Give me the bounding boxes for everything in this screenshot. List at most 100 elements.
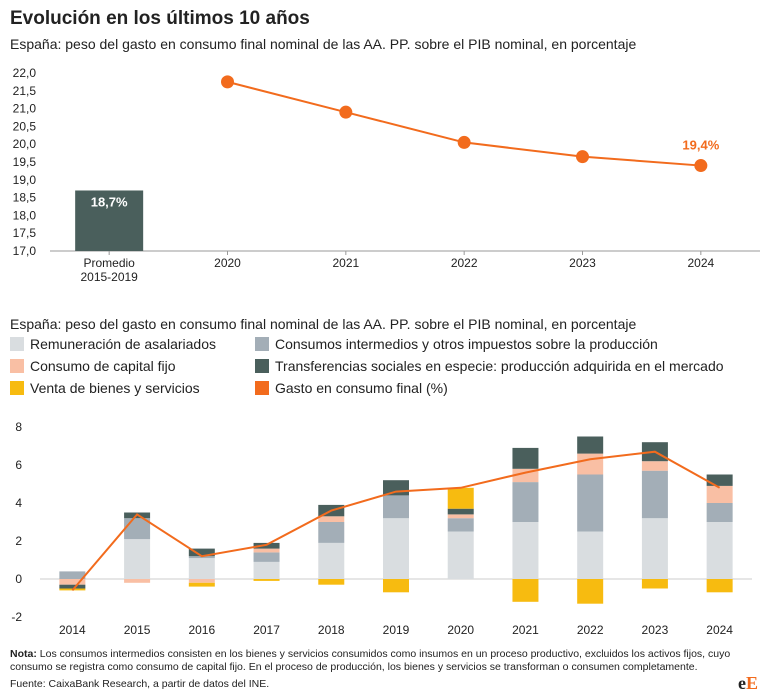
legend-item-venta: Venta de bienes y servicios bbox=[10, 380, 200, 396]
bar-segment-venta-2024 bbox=[706, 579, 733, 593]
y-tick-label-bottom: 0 bbox=[15, 572, 22, 586]
y-tick-label-top: 17,5 bbox=[13, 226, 37, 240]
x-tick-label-top: 2021 bbox=[332, 256, 359, 270]
x-tick-label-bottom: 2021 bbox=[512, 623, 539, 637]
bar-segment-venta-2019 bbox=[383, 579, 409, 593]
legend-item-consumo-capital: Consumo de capital fijo bbox=[10, 358, 176, 374]
bar-segment-remuneracion-2015 bbox=[124, 539, 151, 579]
bar-segment-remuneracion-2021 bbox=[512, 522, 539, 579]
bottom-chart: -2 0 2 4 6 8 2014 2015 2016 2017 2018 2019 2020 2021 2… bbox=[11, 420, 752, 637]
line-point-2021 bbox=[339, 105, 353, 119]
bar-segment-transferencias-2024 bbox=[706, 474, 733, 486]
legend-swatch-transferencias bbox=[255, 359, 269, 373]
x-tick-label-bottom: 2022 bbox=[577, 623, 604, 637]
bar-segment-consumos_intermedios-2014 bbox=[59, 571, 86, 579]
publisher-logo: eE bbox=[738, 673, 758, 694]
x-tick-label-top: Promedio bbox=[83, 256, 135, 270]
x-tick-label-bottom: 2024 bbox=[706, 623, 733, 637]
y-tick-label-top: 19,5 bbox=[13, 155, 37, 169]
y-tick-label-top: 18,5 bbox=[13, 191, 37, 205]
legend-label-venta: Venta de bienes y servicios bbox=[30, 380, 200, 396]
bar-segment-remuneracion-2022 bbox=[577, 531, 604, 579]
bar-segment-transferencias-2016 bbox=[188, 548, 215, 557]
bar-segment-consumo_capital-2024 bbox=[706, 485, 733, 503]
bar-segment-venta-2023 bbox=[641, 579, 668, 589]
footnote: Nota: Los consumos intermedios consisten… bbox=[10, 648, 755, 674]
x-tick-label-bottom: 2019 bbox=[383, 623, 410, 637]
bar-segment-venta-2018 bbox=[318, 579, 345, 585]
bar-segment-venta-2016 bbox=[188, 582, 215, 587]
y-tick-label-bottom: 6 bbox=[15, 458, 22, 472]
legend-swatch-consumo-capital bbox=[10, 359, 24, 373]
x-tick-label-top: 2020 bbox=[214, 256, 241, 270]
legend-swatch-venta bbox=[10, 381, 24, 395]
legend-swatch-remuneracion bbox=[10, 337, 24, 351]
annotation-2024: 19,4% bbox=[682, 138, 719, 153]
bar-segment-consumo_capital-2022 bbox=[577, 453, 604, 475]
line-point-2023 bbox=[576, 150, 589, 164]
source-note: Fuente: CaixaBank Research, a partir de … bbox=[10, 678, 270, 690]
bar-segment-consumos_intermedios-2019 bbox=[383, 495, 409, 519]
bar-segment-consumo_capital-2016 bbox=[188, 579, 215, 583]
bar-segment-venta-2020 bbox=[447, 487, 474, 509]
y-tick-label-top: 19,0 bbox=[13, 173, 37, 187]
y-tick-label-top: 17,0 bbox=[13, 244, 37, 258]
y-tick-label-top: 21,5 bbox=[13, 84, 37, 98]
bar-segment-remuneracion-2017 bbox=[253, 561, 280, 579]
logo-letter-e: e bbox=[737, 673, 746, 693]
bar-segment-consumos_intermedios-2021 bbox=[512, 482, 539, 522]
x-tick-label-top: 2024 bbox=[687, 256, 714, 270]
x-tick-label-bottom: 2017 bbox=[253, 623, 280, 637]
legend-item-consumos-intermedios: Consumos intermedios y otros impuestos s… bbox=[255, 336, 658, 352]
legend-label-transferencias: Transferencias sociales en especie: prod… bbox=[275, 358, 724, 374]
footnote-text: Los consumos intermedios consisten en lo… bbox=[10, 648, 731, 673]
x-tick-label-bottom: 2018 bbox=[318, 623, 345, 637]
legend-item-gasto-total: Gasto en consumo final (%) bbox=[255, 380, 448, 396]
legend-label-consumos-intermedios: Consumos intermedios y otros impuestos s… bbox=[275, 336, 658, 352]
y-tick-label-top: 20,5 bbox=[13, 119, 37, 133]
y-tick-label-top: 20,0 bbox=[13, 137, 37, 151]
x-tick-label-bottom: 2014 bbox=[59, 623, 86, 637]
bar-promedio bbox=[75, 190, 144, 251]
bar-segment-remuneracion-2020 bbox=[447, 531, 474, 579]
x-tick-label-bottom: 2020 bbox=[447, 623, 474, 637]
bar-segment-consumo_capital-2023 bbox=[641, 461, 668, 471]
y-tick-label-top: 18,0 bbox=[13, 208, 37, 222]
legend-swatch-gasto-total bbox=[255, 381, 269, 395]
x-tick-label-top: 2023 bbox=[569, 256, 596, 270]
bar-segment-consumos_intermedios-2024 bbox=[706, 503, 733, 522]
chart-subtitle-bottom: España: peso del gasto en consumo final … bbox=[10, 316, 637, 332]
chart-title: Evolución en los últimos 10 años bbox=[10, 8, 310, 29]
legend: Remuneración de asalariados Consumos int… bbox=[10, 336, 760, 402]
y-tick-label-bottom: 2 bbox=[15, 534, 22, 548]
bar-segment-transferencias-2021 bbox=[512, 447, 539, 469]
y-tick-label-bottom: 4 bbox=[15, 496, 22, 510]
bar-segment-venta-2022 bbox=[577, 579, 604, 604]
bar-segment-consumos_intermedios-2022 bbox=[577, 474, 604, 532]
bar-segment-consumos_intermedios-2017 bbox=[253, 552, 280, 562]
bar-segment-venta-2021 bbox=[512, 579, 539, 602]
bar-segment-consumo_capital-2017 bbox=[253, 548, 280, 553]
bar-label-promedio: 18,7% bbox=[91, 194, 128, 209]
top-chart: 17,0 17,5 18,0 18,5 19,0 19,5 20,0 20,5 21,0 21,5… bbox=[13, 66, 760, 284]
y-tick-label-bottom: 8 bbox=[15, 420, 22, 434]
bar-segment-remuneracion-2019 bbox=[383, 518, 409, 579]
x-tick-label-bottom: 2015 bbox=[124, 623, 151, 637]
bar-segment-consumo_capital-2015 bbox=[124, 579, 151, 583]
line-point-2024 bbox=[694, 159, 708, 173]
bar-segment-transferencias-2022 bbox=[577, 436, 604, 454]
bar-segment-consumos_intermedios-2018 bbox=[318, 522, 345, 543]
bar-segment-remuneracion-2018 bbox=[318, 542, 345, 579]
bar-segment-venta-2017 bbox=[253, 579, 280, 581]
bar-segment-transferencias-2020 bbox=[447, 508, 474, 515]
y-tick-label-bottom: -2 bbox=[11, 610, 22, 624]
x-tick-label-bottom: 2016 bbox=[188, 623, 215, 637]
bar-segment-remuneracion-2016 bbox=[188, 558, 215, 579]
bar-segment-consumo_capital-2020 bbox=[447, 514, 474, 519]
bar-segment-remuneracion-2023 bbox=[641, 518, 668, 579]
y-tick-label-top: 21,0 bbox=[13, 102, 37, 116]
series-line-gasto-total bbox=[71, 450, 721, 592]
legend-item-transferencias: Transferencias sociales en especie: prod… bbox=[255, 358, 724, 374]
logo-letter-E: E bbox=[745, 673, 758, 693]
footnote-label: Nota: bbox=[10, 648, 37, 660]
